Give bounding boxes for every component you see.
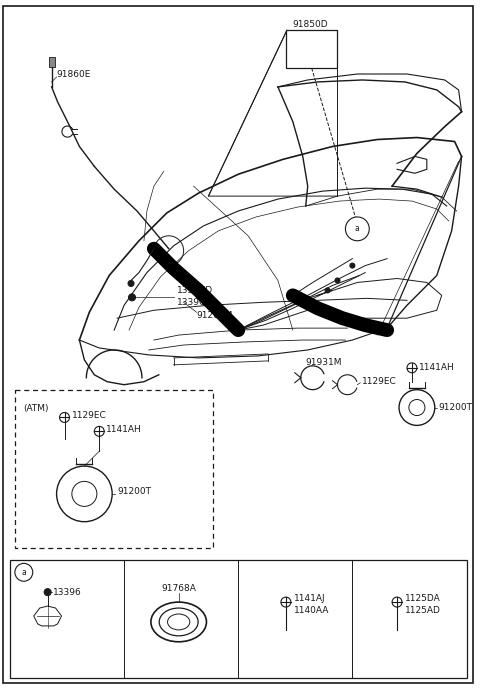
Text: a: a: [355, 225, 360, 234]
Text: 91860E: 91860E: [57, 70, 91, 79]
Text: 91200T: 91200T: [117, 487, 151, 496]
Text: 1140AA: 1140AA: [294, 606, 329, 615]
Text: 91200T: 91200T: [439, 403, 473, 412]
Text: 1339CD: 1339CD: [177, 286, 213, 295]
Text: 1141AH: 1141AH: [419, 363, 455, 372]
Polygon shape: [48, 57, 55, 67]
Text: 1141AJ: 1141AJ: [294, 594, 325, 603]
Text: 1125AD: 1125AD: [405, 606, 441, 615]
Bar: [286, 30, 337, 68]
Circle shape: [129, 294, 135, 301]
Text: 91931M: 91931M: [306, 358, 342, 367]
Text: 1125DA: 1125DA: [405, 594, 441, 603]
Text: 91850D: 91850D: [293, 20, 328, 29]
Bar: [15, 390, 214, 548]
Circle shape: [325, 288, 330, 293]
Text: 1141AH: 1141AH: [106, 425, 142, 434]
Text: a: a: [22, 568, 26, 577]
Text: 1129EC: 1129EC: [72, 411, 106, 420]
Circle shape: [350, 263, 355, 268]
Text: 1129EC: 1129EC: [362, 377, 397, 387]
Text: 91768A: 91768A: [161, 584, 196, 593]
Circle shape: [335, 278, 340, 283]
Circle shape: [44, 588, 51, 595]
Circle shape: [128, 280, 134, 287]
Text: (ATM): (ATM): [23, 404, 48, 413]
Text: 13396: 13396: [53, 588, 81, 597]
Text: 91200M: 91200M: [196, 311, 233, 320]
Text: 1339GA: 1339GA: [177, 298, 213, 307]
Bar: [10, 560, 467, 677]
